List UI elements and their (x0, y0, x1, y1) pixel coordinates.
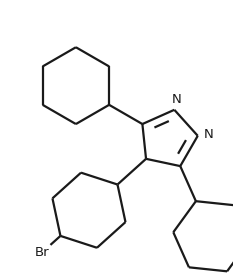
Text: N: N (172, 93, 182, 106)
Text: Br: Br (34, 246, 49, 259)
Text: N: N (203, 128, 213, 141)
